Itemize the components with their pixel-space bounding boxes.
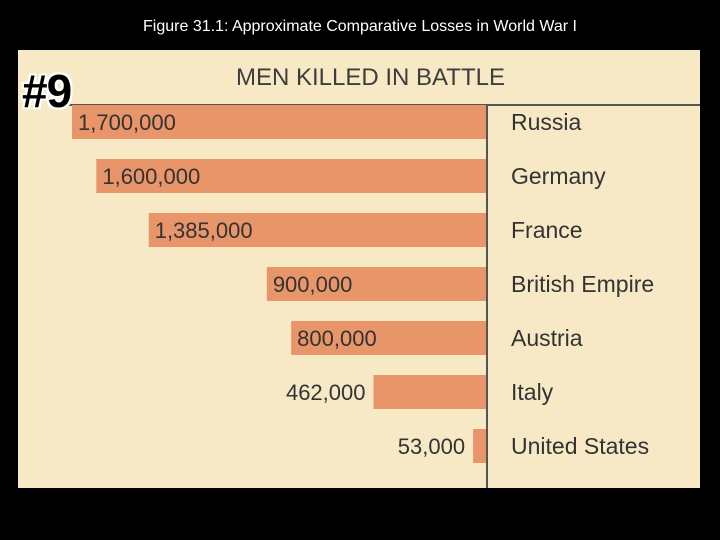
bar-baseline-divider: [486, 104, 488, 488]
bar-italy: [373, 375, 486, 409]
bar-united-states: [473, 429, 486, 463]
bar-value-label: 1,700,000: [78, 110, 176, 135]
slide-number-badge: #9: [22, 65, 72, 117]
bar-british-empire: [266, 267, 486, 301]
bar-russia: [72, 105, 486, 139]
category-label: British Empire: [511, 271, 654, 297]
slide-title: Figure 31.1: Approximate Comparative Los…: [143, 18, 577, 35]
bar-value-label: 53,000: [398, 434, 465, 459]
bar-value-label: 1,600,000: [102, 164, 200, 189]
category-label: Germany: [511, 163, 606, 189]
category-label: Austria: [511, 325, 583, 351]
bar-austria: [291, 321, 486, 355]
bar-value-label: 462,000: [286, 380, 366, 405]
category-label: Italy: [511, 379, 554, 405]
bar-value-label: 1,385,000: [155, 218, 253, 243]
bar-value-label: 800,000: [297, 326, 377, 351]
category-label: Russia: [511, 109, 582, 135]
bar-france: [148, 213, 486, 247]
bar-germany: [96, 159, 487, 193]
bar-value-label: 900,000: [273, 272, 353, 297]
chart-title: MEN KILLED IN BATTLE: [236, 64, 505, 91]
category-label: France: [511, 217, 583, 243]
category-label: United States: [511, 433, 649, 459]
